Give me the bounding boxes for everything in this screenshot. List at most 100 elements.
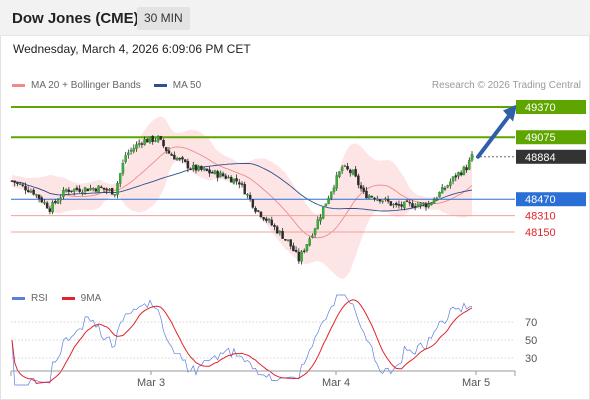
- price-level-tags: 49370 49075 48884 48470 48310 48150: [516, 100, 586, 239]
- candle: [419, 202, 422, 209]
- candle: [64, 188, 68, 193]
- candle: [438, 191, 441, 198]
- candle: [297, 248, 301, 264]
- ma20-line: [11, 146, 473, 239]
- candle: [422, 202, 425, 207]
- projection-arrow: [476, 104, 517, 159]
- candle: [116, 181, 119, 199]
- candle: [197, 164, 200, 172]
- candle: [91, 187, 95, 192]
- candle: [148, 136, 152, 144]
- candle: [376, 195, 379, 202]
- candle: [100, 185, 103, 189]
- resistance-tag-bg: [516, 100, 586, 114]
- candle: [238, 179, 241, 189]
- candle: [397, 200, 401, 209]
- support-tag: 48310: [525, 211, 556, 223]
- candle: [362, 185, 366, 195]
- price-level-lines: [11, 106, 516, 233]
- candle: [324, 203, 328, 207]
- candle: [40, 195, 44, 204]
- candle: [370, 195, 374, 198]
- resistance-tag-bg: [516, 130, 586, 145]
- candle: [154, 138, 157, 143]
- candle: [143, 136, 146, 146]
- candle: [146, 137, 149, 143]
- candle: [202, 166, 206, 172]
- candle: [430, 202, 433, 206]
- candle: [18, 181, 22, 186]
- candle: [159, 135, 163, 141]
- projection-arrow-head: [503, 104, 517, 122]
- candle: [137, 139, 141, 148]
- candle: [156, 134, 160, 144]
- candle: [354, 166, 357, 178]
- last-tag-label: 48884: [525, 152, 556, 164]
- candle: [446, 184, 449, 189]
- candle: [83, 186, 87, 195]
- rsi-level-label: 30: [525, 353, 537, 365]
- candle: [416, 201, 420, 208]
- candle: [465, 164, 468, 173]
- candle: [335, 171, 338, 191]
- candle: [278, 230, 282, 236]
- legend-rsi-swatch: [12, 297, 25, 300]
- candle: [327, 195, 330, 205]
- candle: [16, 181, 19, 187]
- candle: [381, 200, 384, 204]
- candle: [213, 169, 217, 175]
- candle: [470, 150, 474, 162]
- legend-9ma: 9MA: [61, 293, 102, 304]
- candle: [319, 214, 322, 225]
- candle: [164, 147, 168, 154]
- moving-averages: [11, 146, 473, 239]
- candle: [462, 165, 466, 176]
- candle: [359, 182, 363, 192]
- timeframe-button[interactable]: 30 MIN: [137, 7, 190, 30]
- candle: [81, 189, 84, 196]
- candle: [289, 239, 292, 250]
- instrument-title: Dow Jones (CME): [12, 10, 139, 27]
- candle: [105, 187, 108, 195]
- candle: [129, 147, 133, 155]
- candle: [300, 249, 303, 265]
- candle: [24, 182, 27, 195]
- bollinger-band-fill: [12, 116, 472, 279]
- candle: [394, 201, 398, 208]
- candle: [175, 156, 179, 161]
- candle: [118, 172, 122, 188]
- rsi-panel: 70 50 30: [11, 294, 537, 386]
- candle: [248, 192, 252, 202]
- candle: [435, 196, 439, 201]
- candle: [29, 188, 33, 193]
- candle: [192, 161, 195, 172]
- candle: [167, 146, 171, 154]
- candle: [424, 201, 428, 211]
- candle: [294, 246, 298, 253]
- legend-9ma-label: 9MA: [80, 293, 102, 304]
- candle: [97, 185, 100, 193]
- candle: [389, 201, 393, 206]
- candle: [210, 170, 214, 174]
- candle: [43, 199, 46, 206]
- candle: [468, 157, 471, 170]
- candle: [132, 144, 136, 154]
- pivot-tag-bg: [516, 192, 586, 207]
- candle: [457, 171, 460, 180]
- support-tag-label: 48150: [525, 227, 556, 239]
- candle: [275, 225, 279, 235]
- candle: [384, 196, 387, 202]
- candle: [121, 159, 125, 177]
- candle: [102, 187, 106, 193]
- candle: [181, 155, 184, 164]
- candle: [281, 228, 284, 239]
- candle: [454, 172, 458, 182]
- candle: [51, 200, 54, 215]
- candle: [10, 180, 14, 182]
- candle: [357, 173, 360, 189]
- candle: [35, 193, 38, 199]
- resistance-tag: 49370: [516, 100, 586, 114]
- candle: [205, 168, 209, 172]
- candle: [400, 201, 403, 210]
